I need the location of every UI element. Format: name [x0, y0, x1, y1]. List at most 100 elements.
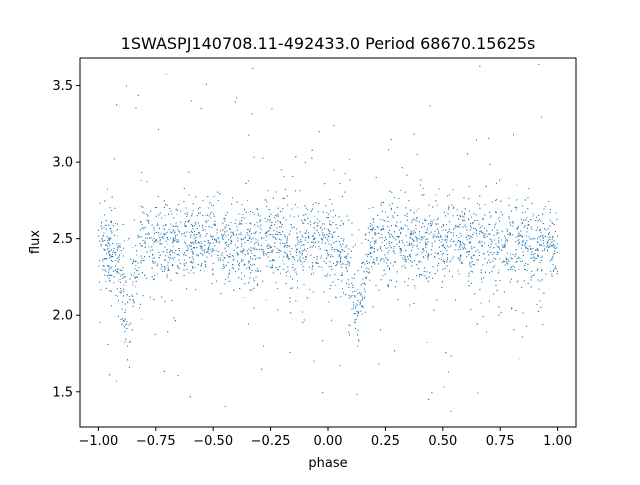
scatter-point [268, 215, 270, 217]
scatter-point [184, 263, 186, 265]
scatter-point [399, 236, 401, 238]
scatter-point [282, 260, 284, 262]
scatter-point [183, 234, 185, 236]
scatter-point [118, 280, 120, 282]
scatter-point [133, 302, 135, 304]
scatter-point [176, 213, 178, 215]
scatter-point [133, 274, 135, 276]
scatter-point [169, 259, 170, 261]
scatter-point [417, 208, 419, 210]
scatter-point [532, 215, 534, 217]
scatter-point [356, 302, 358, 304]
scatter-point [157, 223, 158, 224]
scatter-point [152, 243, 154, 245]
scatter-point [426, 341, 428, 343]
scatter-point [279, 256, 281, 258]
scatter-point [540, 230, 542, 232]
scatter-point [163, 233, 165, 234]
scatter-point [425, 255, 427, 257]
scatter-point [281, 210, 283, 212]
scatter-point [244, 235, 246, 237]
scatter-point [157, 273, 158, 275]
scatter-point [265, 239, 267, 241]
scatter-point [132, 247, 134, 249]
scatter-point [434, 257, 436, 259]
scatter-point [159, 239, 161, 241]
scatter-point [505, 228, 507, 230]
scatter-point [143, 260, 145, 262]
scatter-point [296, 254, 298, 256]
scatter-point [378, 233, 380, 235]
scatter-point [140, 180, 142, 181]
scatter-point [245, 223, 247, 224]
scatter-point [550, 242, 552, 244]
scatter-point [222, 255, 224, 257]
scatter-point [435, 194, 437, 196]
scatter-point [318, 248, 320, 250]
scatter-point [527, 248, 529, 250]
scatter-point [335, 285, 336, 287]
scatter-point [344, 264, 346, 266]
scatter-point [167, 243, 169, 245]
scatter-point [516, 184, 518, 186]
scatter-point [136, 254, 137, 256]
scatter-point [416, 210, 418, 212]
scatter-point [258, 257, 260, 259]
scatter-points [97, 64, 558, 412]
scatter-point [322, 269, 324, 271]
scatter-point [184, 222, 186, 224]
scatter-point [183, 232, 185, 234]
scatter-point [243, 297, 245, 299]
scatter-point [393, 247, 395, 249]
scatter-point [300, 264, 302, 266]
scatter-point [154, 241, 156, 243]
scatter-point [205, 215, 207, 216]
scatter-point [141, 319, 143, 321]
scatter-point [239, 220, 241, 222]
scatter-point [510, 267, 512, 269]
scatter-point [270, 245, 271, 247]
scatter-point [260, 220, 262, 222]
scatter-point [482, 232, 483, 233]
scatter-point [188, 232, 190, 234]
scatter-point [203, 270, 205, 272]
scatter-point [303, 249, 305, 251]
scatter-point [158, 234, 160, 236]
scatter-point [314, 216, 316, 217]
scatter-point [159, 242, 161, 244]
scatter-point [247, 200, 248, 202]
scatter-point [497, 218, 499, 220]
scatter-point [349, 325, 351, 327]
scatter-point [307, 254, 309, 256]
scatter-point [518, 269, 520, 270]
scatter-point [178, 247, 180, 249]
scatter-point [386, 242, 388, 244]
scatter-point [116, 235, 118, 237]
scatter-point [419, 234, 420, 236]
scatter-point [377, 249, 379, 251]
scatter-point [172, 259, 174, 260]
scatter-point [297, 206, 299, 208]
scatter-point [112, 251, 113, 253]
scatter-point [523, 239, 525, 241]
scatter-point [296, 238, 298, 240]
scatter-point [427, 238, 429, 240]
scatter-point [106, 224, 107, 226]
scatter-point [208, 241, 210, 243]
scatter-point [298, 257, 300, 259]
scatter-point [117, 295, 118, 297]
scatter-point [123, 240, 125, 242]
scatter-point [490, 215, 492, 217]
scatter-point [164, 215, 166, 217]
scatter-point [135, 286, 136, 288]
scatter-point [257, 214, 259, 216]
scatter-point [195, 267, 197, 269]
scatter-point [366, 271, 368, 273]
scatter-point [349, 158, 350, 160]
scatter-point [498, 269, 500, 271]
scatter-point [216, 249, 218, 251]
scatter-point [265, 299, 267, 301]
scatter-point [385, 221, 387, 223]
